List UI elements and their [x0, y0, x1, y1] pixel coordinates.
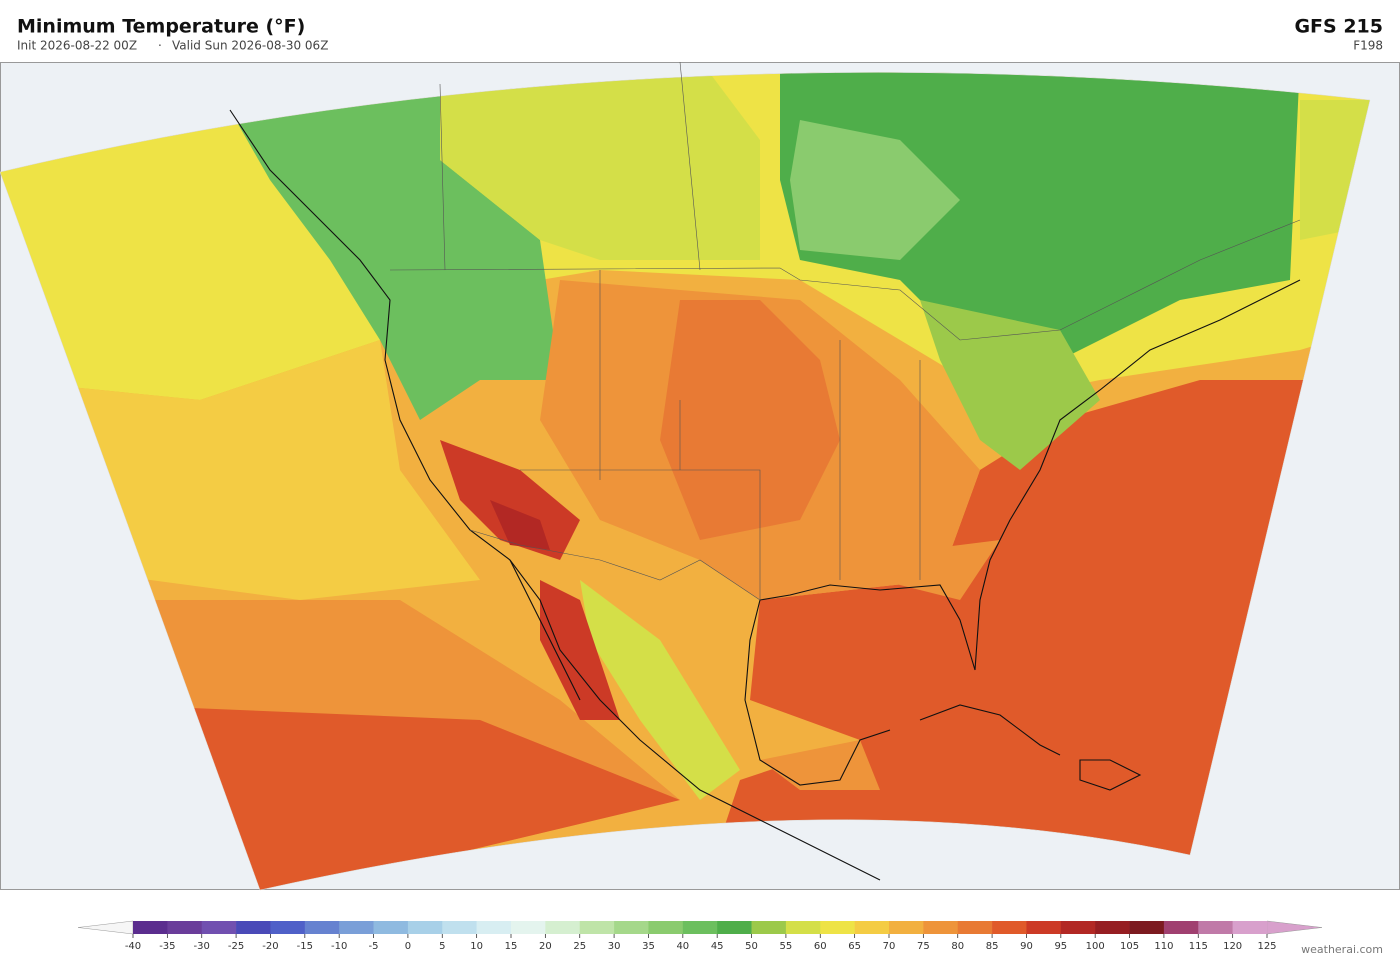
colorbar-tick-label: -35 — [159, 941, 175, 952]
colorbar-tick-label: 70 — [883, 941, 896, 952]
colorbar-tick-label: 95 — [1054, 941, 1067, 952]
colorbar-tick-label: 50 — [745, 941, 758, 952]
colorbar-segment — [717, 921, 752, 934]
credit: weatherai.com — [1301, 943, 1383, 956]
colorbar-tick-label: 120 — [1223, 941, 1242, 952]
colorbar-tick-label: 25 — [573, 941, 586, 952]
colorbar-segment — [270, 921, 306, 934]
colorbar-tick-label: 55 — [780, 941, 793, 952]
colorbar-tick-label: 90 — [1020, 941, 1033, 952]
colorbar-tick-label: 40 — [676, 941, 689, 952]
colorbar-segment — [304, 921, 340, 934]
colorbar-tick-label: -30 — [194, 941, 210, 952]
colorbar-tick-label: 0 — [405, 941, 411, 952]
colorbar-segment — [1026, 921, 1062, 934]
colorbar-tick-label: 65 — [848, 941, 861, 952]
colorbar-segment — [854, 921, 890, 934]
colorbar-segment — [1232, 921, 1268, 934]
colorbar: -40 -35 -30 -25 -20 -15 -10 -5 0 5 10 15 20 25 30 35 40 4… — [77, 920, 1323, 952]
colorbar-segment — [923, 921, 959, 934]
colorbar-segment — [785, 921, 821, 934]
colorbar-tick-label: 15 — [505, 941, 518, 952]
colorbar-segment — [957, 921, 993, 934]
colorbar-segment — [1163, 921, 1199, 934]
colorbar-segment — [236, 921, 271, 934]
colorbar-tick-label: 125 — [1257, 941, 1276, 952]
colorbar-tick-label: 115 — [1189, 941, 1208, 952]
borders — [389, 61, 1301, 601]
colorbar-segment — [889, 921, 924, 934]
colorbar-tick-label: -10 — [331, 941, 347, 952]
colorbar-tick-label: -15 — [297, 941, 313, 952]
colorbar-segment — [1129, 921, 1165, 934]
colorbar-tick-label: 20 — [539, 941, 552, 952]
colorbar-tick-label: -25 — [228, 941, 244, 952]
colorbar-segment — [992, 921, 1027, 934]
colorbar-tick-label: 45 — [711, 941, 724, 952]
model-name: GFS 215 — [1294, 16, 1383, 38]
colorbar-tick-label: 110 — [1154, 941, 1173, 952]
colorbar-segment — [339, 921, 374, 934]
colorbar-segment — [751, 921, 787, 934]
colorbar-segment — [201, 921, 237, 934]
colorbar-tick-label: -20 — [262, 941, 278, 952]
colorbar-tick-label: -40 — [125, 941, 141, 952]
colorbar-tick-label: 75 — [917, 941, 930, 952]
colorbar-tick-label: 60 — [814, 941, 827, 952]
colorbar-segment — [442, 921, 477, 934]
colorbar-segment — [476, 921, 512, 934]
colorbar-segment — [407, 921, 443, 934]
colorbar-tick-label: 35 — [642, 941, 655, 952]
colorbar-segment — [167, 921, 203, 934]
colorbar-segment — [511, 921, 546, 934]
colorbar-extend-high — [1266, 920, 1323, 935]
colorbar-extend-low — [77, 920, 134, 935]
colorbar-segment — [682, 921, 718, 934]
colorbar-tick-label: 30 — [608, 941, 621, 952]
coastlines — [229, 109, 1301, 881]
colorbar-segment — [1095, 921, 1130, 934]
separator: · — [158, 39, 162, 53]
colorbar-tick-label: -5 — [369, 941, 379, 952]
colorbar-tick-label: 5 — [439, 941, 445, 952]
forecast-hour: F198 — [1353, 39, 1383, 53]
colorbar-tick-label: 80 — [951, 941, 964, 952]
colorbar-segment — [820, 921, 855, 934]
title: Minimum Temperature (°F) — [17, 16, 305, 38]
colorbar-segment — [614, 921, 649, 934]
colorbar-segment — [545, 921, 581, 934]
colorbar-tick-label: 10 — [470, 941, 483, 952]
colorbar-segment — [648, 921, 684, 934]
colorbar-segment — [1198, 921, 1233, 934]
init-time: Init 2026-08-22 00Z — [17, 39, 137, 53]
valid-time: Valid Sun 2026-08-30 06Z — [172, 39, 328, 53]
colorbar-tick-label: 105 — [1120, 941, 1139, 952]
colorbar-tick-label: 85 — [986, 941, 999, 952]
map — [0, 61, 1400, 891]
colorbar-segment — [1060, 921, 1096, 934]
colorbar-segment — [133, 921, 168, 934]
colorbar-segment — [579, 921, 615, 934]
colorbar-tick-label: 100 — [1086, 941, 1105, 952]
colorbar-segment — [373, 921, 409, 934]
